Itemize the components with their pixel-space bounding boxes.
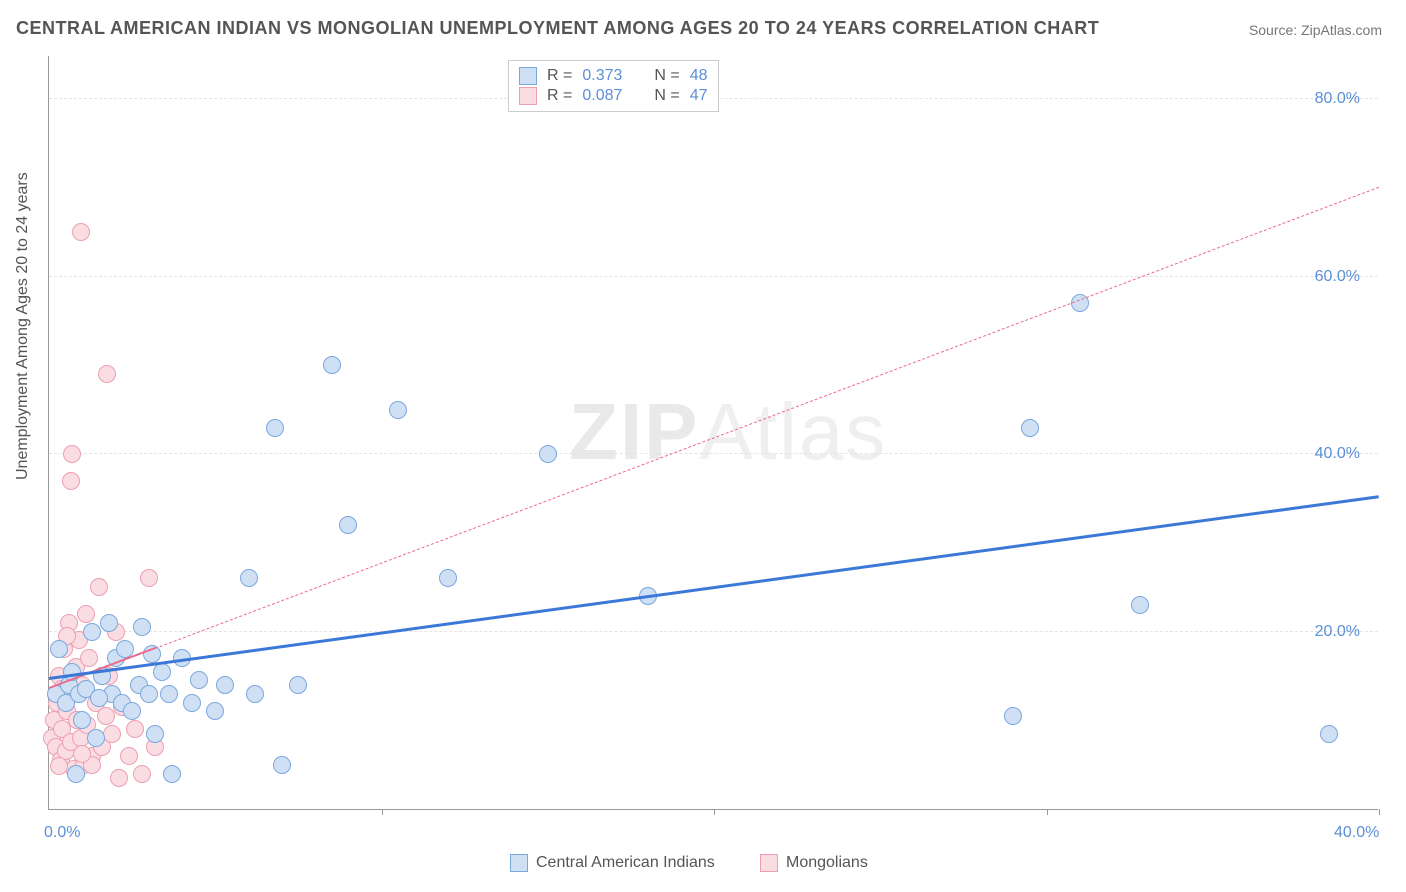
data-point-cai — [1131, 596, 1149, 614]
y-tick-label: 80.0% — [1315, 90, 1360, 108]
y-tick-label: 60.0% — [1315, 268, 1360, 286]
correlation-legend: R = 0.373 N = 48 R = 0.087 N = 47 — [508, 60, 719, 112]
data-point-cai — [389, 401, 407, 419]
data-point-mon — [133, 765, 151, 783]
x-tick — [1047, 809, 1048, 815]
data-point-cai — [339, 516, 357, 534]
data-point-cai — [273, 756, 291, 774]
data-point-cai — [1004, 707, 1022, 725]
data-point-mon — [73, 745, 91, 763]
data-point-cai — [246, 685, 264, 703]
data-point-cai — [289, 676, 307, 694]
data-point-mon — [80, 649, 98, 667]
corr-r-value: 0.373 — [582, 67, 622, 85]
corr-n-value: 47 — [690, 87, 708, 105]
data-point-cai — [216, 676, 234, 694]
data-point-cai — [1320, 725, 1338, 743]
data-point-cai — [240, 569, 258, 587]
data-point-cai — [183, 694, 201, 712]
scatter-plot-area: ZIPAtlas 20.0%40.0%60.0%80.0% — [48, 56, 1378, 810]
legend-swatch-cai — [510, 854, 528, 872]
trendline-cai — [49, 496, 1379, 681]
data-point-cai — [140, 685, 158, 703]
data-point-mon — [103, 725, 121, 743]
data-point-cai — [146, 725, 164, 743]
data-point-mon — [110, 769, 128, 787]
x-axis-right-label: 40.0% — [1334, 824, 1379, 842]
data-point-mon — [72, 223, 90, 241]
data-point-cai — [160, 685, 178, 703]
corr-row-mon: R = 0.087 N = 47 — [519, 87, 708, 105]
corr-row-cai: R = 0.373 N = 48 — [519, 67, 708, 85]
chart-title: CENTRAL AMERICAN INDIAN VS MONGOLIAN UNE… — [16, 18, 1099, 39]
data-point-cai — [266, 419, 284, 437]
corr-r-label: R = — [547, 87, 572, 105]
data-point-cai — [73, 711, 91, 729]
data-point-cai — [323, 356, 341, 374]
data-point-cai — [539, 445, 557, 463]
data-point-cai — [50, 640, 68, 658]
data-point-cai — [1021, 419, 1039, 437]
x-tick — [382, 809, 383, 815]
data-point-cai — [67, 765, 85, 783]
watermark-bold: ZIP — [569, 387, 699, 476]
gridline-y — [49, 631, 1378, 632]
corr-swatch-mon — [519, 87, 537, 105]
data-point-mon — [77, 605, 95, 623]
gridline-y — [49, 453, 1378, 454]
data-point-mon — [90, 578, 108, 596]
data-point-cai — [100, 614, 118, 632]
legend-swatch-mon — [760, 854, 778, 872]
corr-r-label: R = — [547, 67, 572, 85]
y-tick-label: 40.0% — [1315, 445, 1360, 463]
data-point-cai — [190, 671, 208, 689]
data-point-mon — [140, 569, 158, 587]
legend-item-cai: Central American Indians — [510, 854, 715, 872]
data-point-mon — [50, 757, 68, 775]
corr-n-label: N = — [654, 67, 679, 85]
data-point-cai — [87, 729, 105, 747]
data-point-cai — [90, 689, 108, 707]
source-link[interactable]: ZipAtlas.com — [1301, 22, 1382, 38]
x-tick — [1379, 809, 1380, 815]
data-point-cai — [83, 623, 101, 641]
gridline-y — [49, 276, 1378, 277]
corr-r-value: 0.087 — [582, 87, 622, 105]
corr-n-value: 48 — [690, 67, 708, 85]
y-axis-label: Unemployment Among Ages 20 to 24 years — [14, 172, 32, 480]
x-tick — [714, 809, 715, 815]
y-tick-label: 20.0% — [1315, 623, 1360, 641]
data-point-mon — [126, 720, 144, 738]
data-point-mon — [63, 445, 81, 463]
legend-item-mon: Mongolians — [760, 854, 868, 872]
legend-label-cai: Central American Indians — [536, 854, 715, 872]
x-axis-left-label: 0.0% — [44, 824, 80, 842]
data-point-mon — [98, 365, 116, 383]
data-point-cai — [163, 765, 181, 783]
data-point-mon — [120, 747, 138, 765]
data-point-cai — [439, 569, 457, 587]
corr-swatch-cai — [519, 67, 537, 85]
data-point-mon — [97, 707, 115, 725]
source-label: Source: — [1249, 22, 1301, 38]
data-point-cai — [123, 702, 141, 720]
data-point-cai — [133, 618, 151, 636]
data-point-cai — [206, 702, 224, 720]
source-attribution: Source: ZipAtlas.com — [1249, 22, 1382, 38]
corr-n-label: N = — [654, 87, 679, 105]
data-point-mon — [62, 472, 80, 490]
legend-label-mon: Mongolians — [786, 854, 868, 872]
